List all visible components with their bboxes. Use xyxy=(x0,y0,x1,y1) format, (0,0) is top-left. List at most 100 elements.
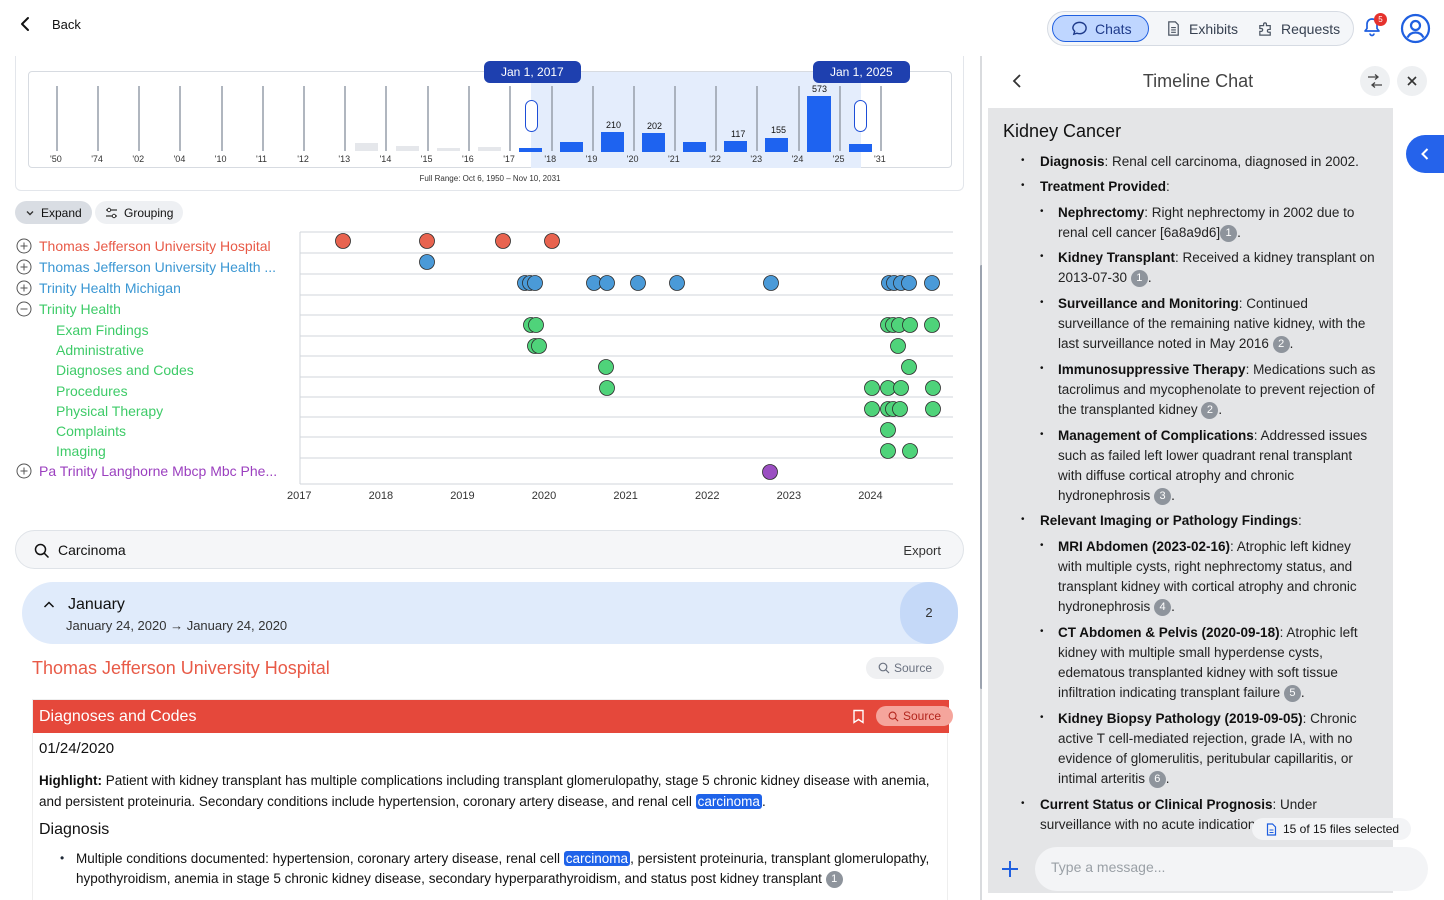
range-tick-label: '02 xyxy=(132,154,145,164)
group-label: Thomas Jefferson University Health ... xyxy=(39,259,277,275)
chat-line: tacrolimus and mycophenolate to prevent … xyxy=(1058,380,1375,400)
range-tick-label: '13 xyxy=(338,154,351,164)
puzzle-icon xyxy=(1259,22,1271,36)
range-start-handle[interactable] xyxy=(525,100,538,132)
timeline-event-dot xyxy=(762,464,778,480)
chat-line: Diagnosis: Renal cell carcinoma, diagnos… xyxy=(1040,152,1359,172)
timeline-year-label: 2017 xyxy=(287,490,312,502)
group-pa-trinity-langhorne[interactable]: Pa Trinity Langhorne Mbcp Mbc Phe... xyxy=(16,463,277,479)
exhibits-tab[interactable]: Exhibits xyxy=(1165,15,1238,42)
hospital-source-button[interactable]: Source xyxy=(866,657,945,679)
search-bar[interactable]: Carcinoma Export xyxy=(15,530,964,569)
range-end-handle[interactable] xyxy=(854,100,867,132)
chat-text: : Medications such as xyxy=(1245,362,1376,377)
subgroup-diagnoses-codes[interactable]: Diagnoses and Codes xyxy=(56,362,194,378)
chat-text: tacrolimus and mycophenolate to prevent … xyxy=(1058,382,1375,397)
chat-text: such as failed left lower quadrant renal… xyxy=(1058,448,1353,463)
diagnosis-heading: Diagnosis xyxy=(39,821,110,838)
chat-text: : Renal cell carcinoma, diagnosed in 200… xyxy=(1104,154,1359,169)
chats-tab[interactable]: Chats xyxy=(1052,15,1149,42)
user-avatar-icon[interactable] xyxy=(1400,13,1431,44)
subgroup-procedures[interactable]: Procedures xyxy=(56,383,128,399)
switch-view-button[interactable] xyxy=(1360,66,1390,96)
chat-header: Timeline Chat xyxy=(982,56,1444,108)
bullet: • xyxy=(1021,155,1025,166)
citation-badge[interactable]: 5 xyxy=(1283,684,1301,702)
citation-badge[interactable]: 3 xyxy=(1154,487,1172,505)
left-scrollbar[interactable] xyxy=(980,265,983,689)
range-tick-label: '74 xyxy=(91,154,103,164)
event-timeline[interactable] xyxy=(0,56,980,516)
chat-bold: Kidney Biopsy Pathology (2019-09-05) xyxy=(1058,711,1303,726)
bullet: • xyxy=(1040,297,1044,308)
chat-line: Management of Complications: Addressed i… xyxy=(1058,426,1367,446)
chevron-left-icon xyxy=(1421,148,1429,160)
range-histogram-bars xyxy=(56,86,882,152)
citation-badge[interactable]: 1 xyxy=(1220,224,1238,242)
bookmark-icon[interactable] xyxy=(852,709,865,724)
message-input[interactable] xyxy=(1051,859,1411,875)
subgroup-administrative[interactable]: Administrative xyxy=(56,342,144,358)
chat-line: hydronephrosis 4. xyxy=(1058,598,1175,616)
range-tick-label: '22 xyxy=(709,154,721,164)
diagnosis-text: , persistent proteinuria, transplant glo… xyxy=(76,851,930,886)
plus-circle-icon xyxy=(16,280,32,296)
chat-line: MRI Abdomen (2023-02-16): Atrophic left … xyxy=(1058,537,1351,557)
timeline-event-dot xyxy=(419,254,435,270)
chevron-left-icon[interactable] xyxy=(1010,73,1024,89)
minus-circle-icon xyxy=(16,301,32,317)
chat-line: kidney with multiple small hyperdense cy… xyxy=(1058,643,1323,663)
export-button[interactable]: Export xyxy=(903,543,941,558)
subgroup-imaging[interactable]: Imaging xyxy=(56,443,106,459)
message-box[interactable] xyxy=(1035,847,1428,891)
citation-badge[interactable]: 4 xyxy=(1154,598,1172,616)
citation-badge[interactable]: 6 xyxy=(1148,770,1166,788)
requests-tab[interactable]: Requests xyxy=(1257,15,1340,42)
record-source-button[interactable]: Source xyxy=(876,706,954,726)
group-trinity-health[interactable]: Trinity Health xyxy=(16,301,121,317)
bullet: • xyxy=(1040,251,1044,262)
search-match: carcinoma xyxy=(695,794,762,809)
grouping-button[interactable]: Grouping xyxy=(95,201,184,224)
chat-text: : Continued xyxy=(1238,296,1308,311)
bullet: • xyxy=(1040,540,1044,551)
group-trinity-health-michigan[interactable]: Trinity Health Michigan xyxy=(16,280,181,296)
chat-message: Kidney Cancer • Diagnosis: Renal cell ca… xyxy=(988,108,1393,893)
collapse-sidebar-button[interactable] xyxy=(1406,135,1444,173)
chat-text: the transplanted kidney xyxy=(1058,402,1198,417)
diagnosis-text: Multiple conditions documented: hyperten… xyxy=(76,851,561,866)
chat-line: Kidney Biopsy Pathology (2019-09-05): Ch… xyxy=(1058,709,1357,729)
subgroup-complaints[interactable]: Complaints xyxy=(56,423,127,439)
month-group-header[interactable]: January January 24, 2020 → January 24, 2… xyxy=(22,582,958,644)
close-button[interactable] xyxy=(1397,66,1427,96)
subgroup-physical-therapy[interactable]: Physical Therapy xyxy=(56,403,164,419)
search-query[interactable]: Carcinoma xyxy=(58,542,126,558)
citation-badge[interactable]: 2 xyxy=(1201,401,1219,419)
subgroup-exam-findings[interactable]: Exam Findings xyxy=(56,322,149,338)
chat-line: Current Status or Clinical Prognosis: Un… xyxy=(1040,795,1317,815)
chat-line: last surveillance noted in May 2016 2. xyxy=(1058,335,1294,353)
citation-badge[interactable]: 1 xyxy=(1130,269,1148,287)
timeline-event-dot xyxy=(599,275,615,291)
group-thomas-jefferson-hospital[interactable]: Thomas Jefferson University Hospital xyxy=(16,238,271,254)
chat-text: 2013-07-30 xyxy=(1058,270,1128,285)
timeline-event-dot xyxy=(528,317,544,333)
chat-text: intimal arteritis xyxy=(1058,771,1146,786)
record-hospital: Thomas Jefferson University Hospital xyxy=(32,658,330,678)
chat-line: the transplanted kidney 2. xyxy=(1058,401,1223,419)
add-icon[interactable] xyxy=(1000,859,1020,879)
chat-line: with diffuse cortical atrophy and chroni… xyxy=(1058,466,1294,486)
expand-label: Expand xyxy=(41,205,82,220)
timeline-event-dot xyxy=(864,401,880,417)
citation-badge[interactable]: 1 xyxy=(825,870,843,888)
record-category-label: Diagnoses and Codes xyxy=(39,708,197,725)
expand-button[interactable]: Expand xyxy=(15,201,92,224)
chat-text: active T cell-mediated rejection, grade … xyxy=(1058,731,1353,746)
files-selected-chip[interactable]: 15 of 15 files selected xyxy=(1252,818,1412,840)
citation-badge[interactable]: 2 xyxy=(1272,335,1290,353)
back-button[interactable]: Back xyxy=(18,16,81,32)
group-thomas-jefferson-health[interactable]: Thomas Jefferson University Health ... xyxy=(16,259,276,275)
range-tick-label: '18 xyxy=(544,154,557,164)
chat-text: kidney with multiple small hyperdense cy… xyxy=(1058,645,1323,660)
bullet: • xyxy=(1021,798,1025,809)
